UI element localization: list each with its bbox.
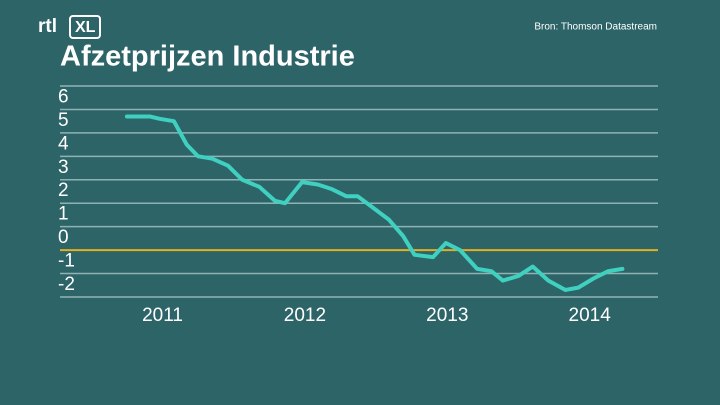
logo: rtl XL xyxy=(38,15,101,39)
x-tick-label: 2012 xyxy=(284,305,326,326)
x-tick-label: 2011 xyxy=(142,305,183,326)
y-tick-label: 0 xyxy=(58,227,69,248)
line xyxy=(124,114,625,292)
y-tick-label: 2 xyxy=(58,180,69,201)
chart-title: Afzetprijzen Industrie xyxy=(60,41,355,73)
y-tick-label: 4 xyxy=(58,133,69,154)
y-tick-label: 6 xyxy=(58,86,69,107)
source: Bron: Thomson Datastream xyxy=(534,22,657,33)
x-tick-label: 2013 xyxy=(426,305,468,326)
y-tick-label: -1 xyxy=(58,251,75,272)
y-tick-label: 3 xyxy=(58,157,69,178)
x-tick-label: 2014 xyxy=(569,305,612,326)
y-tick-label: 5 xyxy=(58,110,69,131)
y-tick-label: -2 xyxy=(58,274,75,295)
logo-text: XL xyxy=(75,19,96,36)
y-tick-label: 1 xyxy=(58,204,69,225)
logo-box xyxy=(69,15,101,39)
logo-text: rtl xyxy=(38,16,57,37)
